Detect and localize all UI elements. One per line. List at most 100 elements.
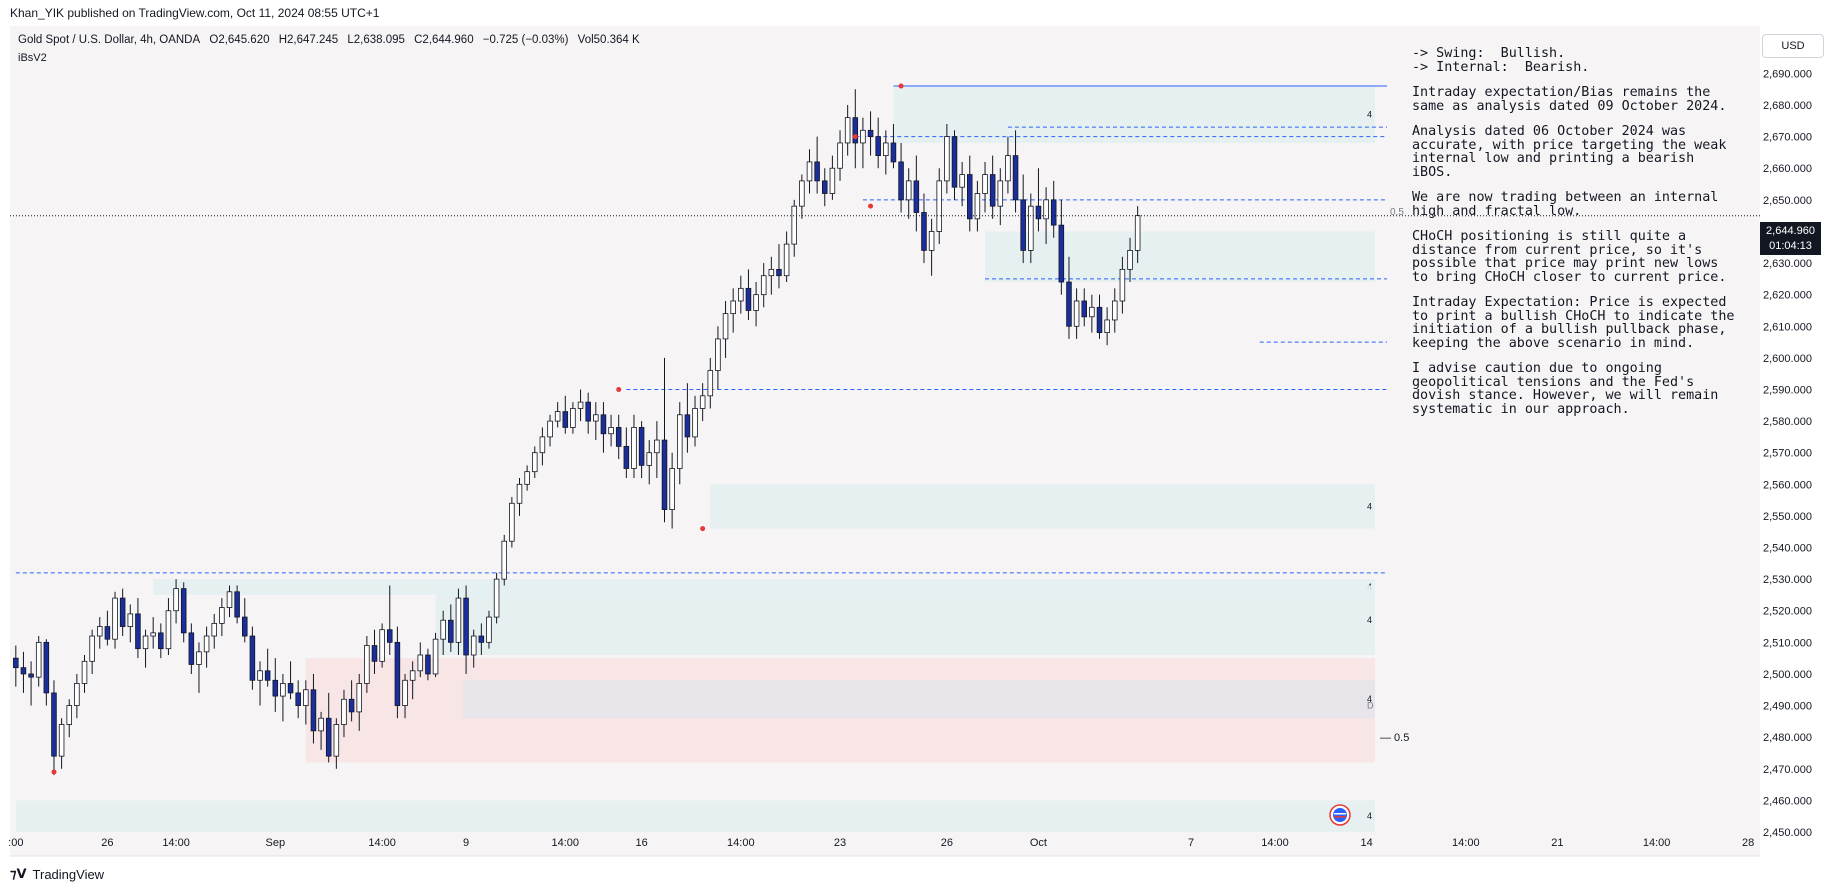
candle-body (333, 724, 340, 757)
candle-body (509, 502, 515, 542)
candle-body (158, 632, 164, 650)
footer-brand[interactable]: TradingView (32, 866, 105, 882)
y-tick-label: 2,550.000 (1763, 511, 1812, 523)
candle-body (631, 427, 637, 469)
candle-body (531, 452, 538, 473)
candle-body (1089, 306, 1095, 318)
candle-body (738, 287, 744, 302)
currency-button[interactable]: USD (1762, 34, 1824, 58)
candle-body (951, 136, 958, 188)
y-tick-label: 2,680.000 (1763, 100, 1812, 112)
y-tick-label: 2,600.000 (1763, 353, 1812, 365)
candle-body (226, 591, 233, 608)
ohlc-open: O2,645.620 (209, 34, 270, 46)
candle-body (966, 174, 973, 220)
candle-body (944, 136, 950, 182)
y-tick-label: 2,660.000 (1763, 163, 1812, 175)
candle-body (417, 654, 424, 672)
candle-body (928, 231, 935, 251)
candle-body (142, 635, 149, 650)
x-tick-label: Oct (1030, 837, 1047, 849)
candle-body (371, 645, 378, 662)
candle-body (203, 635, 210, 653)
candle-body (295, 692, 301, 706)
candle-body (997, 180, 1004, 207)
candle-body (150, 632, 156, 637)
candle-body (35, 641, 42, 678)
swing-point-marker (898, 83, 904, 89)
candle-body (425, 654, 431, 675)
candle-body (867, 129, 874, 138)
candle-body (356, 683, 363, 713)
x-tick-label: 14:00 (368, 837, 396, 849)
candle-body (684, 414, 691, 438)
candle-body (386, 629, 393, 643)
last-price-value: 2,644.960 (1766, 225, 1815, 237)
candle-body (325, 717, 332, 757)
candle-body (486, 616, 492, 643)
candle-body (402, 679, 408, 706)
x-tick-label: 9 (463, 837, 469, 849)
candle-body (180, 588, 187, 634)
candle-body (1096, 306, 1103, 333)
candle-body (989, 174, 996, 207)
candle-body (669, 468, 675, 510)
y-tick-label: 2,670.000 (1763, 132, 1812, 144)
x-tick-label: 14:00 (727, 837, 755, 849)
candle-body (676, 414, 683, 469)
y-tick-label: 2,570.000 (1763, 448, 1812, 460)
zone-label: 4 (1367, 501, 1372, 511)
candle-body (516, 483, 523, 504)
candle-body (768, 268, 775, 277)
x-tick-label: :00 (8, 837, 23, 849)
candle-body (493, 578, 500, 618)
candle-body (608, 427, 614, 435)
publisher-line: Khan_YIK published on TradingView.com, O… (10, 6, 380, 20)
ohlc-low: L2,638.095 (347, 34, 405, 46)
candle-body (1050, 199, 1057, 226)
candle-body (524, 471, 530, 485)
y-tick-label: 2,560.000 (1763, 479, 1812, 491)
note-paragraph: Intraday expectation/Bias remains the sa… (1412, 85, 1727, 114)
candle-body (829, 167, 836, 194)
candle-body (1066, 281, 1072, 327)
candle-body (585, 401, 591, 422)
candle-body (1073, 300, 1080, 327)
last-price-tag: 2,644.960 01:04:13 (1760, 222, 1821, 255)
candle-body (341, 698, 347, 725)
candle-body (921, 212, 927, 251)
swing-point-marker (51, 769, 57, 775)
candle-body (51, 692, 57, 757)
indicator-label[interactable]: iBsV2 (18, 52, 47, 64)
candle-body (722, 313, 729, 340)
zone-timeframe-label: D (1367, 701, 1374, 711)
candle-body (394, 641, 401, 706)
candle-body (440, 619, 446, 640)
candle-body (173, 588, 179, 612)
y-tick-label: 2,450.000 (1763, 827, 1812, 839)
demand-zone (15, 800, 1375, 832)
zone-label: 4 (1367, 694, 1372, 704)
candle-body (1081, 300, 1088, 318)
candle-body (219, 607, 225, 624)
zone-label: 4 (1367, 615, 1372, 625)
x-tick-label: 14:00 (1261, 837, 1289, 849)
x-tick-label: 14:00 (552, 837, 580, 849)
candle-body (470, 635, 477, 656)
note-paragraph: Intraday Expectation: Price is expected … (1412, 295, 1743, 351)
candle-body (699, 395, 706, 409)
candle-body (692, 408, 698, 438)
candle-body (1020, 199, 1026, 251)
candle-body (127, 613, 134, 627)
candle-body (898, 161, 904, 201)
candle-body (303, 689, 309, 706)
tradingview-logo-icon[interactable]: ⁊𝗩 (10, 866, 27, 881)
candle-body (287, 683, 294, 694)
price-axis[interactable] (1760, 26, 1835, 856)
candle-body (982, 174, 988, 194)
symbol-name[interactable]: Gold Spot / U.S. Dollar, 4h, OANDA (18, 34, 201, 46)
candle-body (852, 117, 859, 144)
y-tick-label: 2,470.000 (1763, 764, 1812, 776)
candle-body (760, 275, 767, 296)
